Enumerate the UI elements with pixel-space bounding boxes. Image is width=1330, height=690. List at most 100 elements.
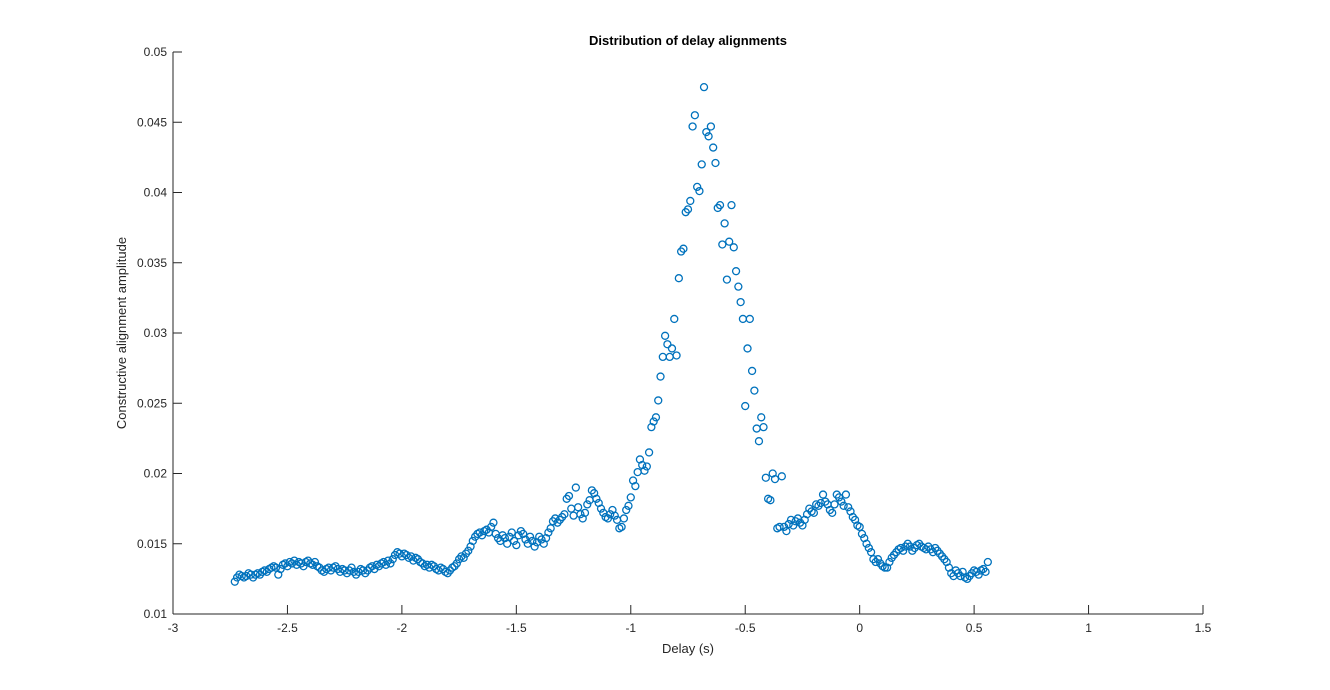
- data-point: [743, 344, 752, 353]
- data-point: [752, 424, 761, 433]
- data-point: [761, 473, 770, 482]
- data-point: [782, 526, 791, 536]
- data-point: [844, 503, 853, 512]
- data-point: [667, 344, 677, 353]
- y-tick-label: 0.05: [144, 45, 168, 59]
- data-point: [576, 510, 585, 519]
- data-point: [592, 494, 601, 503]
- data-point: [704, 132, 713, 141]
- data-point: [725, 237, 734, 246]
- data-point: [512, 541, 521, 550]
- y-tick-label: 0.045: [137, 115, 167, 129]
- x-axis-label: Delay (s): [662, 641, 714, 656]
- data-point: [983, 557, 992, 567]
- data-point: [569, 511, 578, 520]
- data-point: [754, 437, 764, 446]
- data-point: [672, 351, 681, 360]
- data-point: [839, 501, 848, 510]
- data-point: [731, 267, 741, 276]
- x-tick-label: 1.5: [1195, 621, 1212, 635]
- data-point: [477, 531, 487, 540]
- data-point: [571, 483, 580, 492]
- data-point: [505, 532, 514, 541]
- data-point: [789, 521, 798, 530]
- data-point: [530, 542, 539, 551]
- y-tick-label: 0.03: [144, 326, 168, 340]
- data-point: [654, 396, 663, 405]
- data-point: [656, 372, 665, 381]
- data-point: [564, 491, 574, 501]
- chart-title: Distribution of delay alignments: [589, 33, 787, 48]
- axes: -3 -2.5 -2 -1.5 -1 -0.5 0 0.5 1 1.5 0.01 0.015 0.02 0…: [137, 45, 1212, 635]
- data-point: [841, 490, 851, 499]
- data-point: [862, 539, 871, 548]
- data-point: [974, 570, 983, 579]
- data-point: [381, 560, 391, 569]
- data-point: [665, 352, 674, 362]
- data-point: [452, 559, 461, 568]
- data-point: [596, 504, 606, 513]
- data-point: [899, 546, 908, 555]
- data-point: [464, 546, 473, 555]
- data-point: [406, 552, 416, 561]
- data-point: [622, 505, 631, 515]
- data-point: [631, 481, 640, 491]
- data-point: [775, 522, 784, 532]
- data-point: [644, 448, 654, 457]
- x-tick-label: 1: [1085, 621, 1092, 635]
- data-point: [709, 143, 718, 152]
- data-point: [715, 200, 725, 210]
- data-point: [310, 557, 320, 567]
- data-point: [580, 508, 590, 517]
- data-point: [729, 243, 738, 252]
- data-point: [686, 196, 695, 206]
- data-point: [683, 205, 693, 214]
- data-point: [603, 514, 613, 523]
- data-point: [567, 504, 576, 513]
- data-point: [857, 529, 867, 539]
- data-point: [468, 536, 477, 546]
- data-point: [864, 543, 873, 553]
- x-tick-label: -1.5: [506, 621, 527, 635]
- data-point: [271, 563, 281, 572]
- data-point: [658, 352, 667, 362]
- data-point: [537, 535, 546, 544]
- data-point: [487, 522, 496, 532]
- data-point: [688, 122, 697, 131]
- data-point: [837, 497, 846, 506]
- data-point: [230, 577, 239, 586]
- data-point: [633, 467, 642, 477]
- y-tick-label: 0.04: [144, 186, 168, 200]
- data-point: [759, 422, 768, 432]
- x-tick-label: -2: [397, 621, 408, 635]
- data-point: [770, 474, 780, 484]
- x-tick-label: 0: [856, 621, 863, 635]
- data-point: [747, 366, 757, 376]
- data-point: [702, 127, 711, 137]
- data-point: [663, 340, 672, 349]
- data-point: [718, 240, 727, 249]
- data-point: [651, 413, 661, 422]
- data-point: [489, 518, 498, 527]
- data-point: [736, 297, 745, 307]
- data-point: [720, 219, 729, 228]
- data-point: [818, 490, 828, 499]
- data-point: [388, 555, 397, 564]
- y-tick-label: 0.025: [137, 396, 167, 410]
- data-point: [674, 274, 683, 283]
- data-point: [784, 519, 793, 529]
- data-point: [981, 567, 990, 576]
- data-point: [828, 508, 837, 517]
- data-point: [855, 522, 864, 532]
- data-point: [670, 314, 679, 324]
- x-tick-label: -1: [625, 621, 636, 635]
- data-point: [624, 501, 633, 510]
- data-point: [573, 503, 583, 512]
- data-point: [649, 417, 658, 426]
- x-tick-label: -0.5: [735, 621, 756, 635]
- data-point: [583, 500, 592, 509]
- data-point: [722, 275, 732, 284]
- data-point: [525, 532, 535, 541]
- data-point: [706, 122, 716, 131]
- data-point: [299, 562, 308, 571]
